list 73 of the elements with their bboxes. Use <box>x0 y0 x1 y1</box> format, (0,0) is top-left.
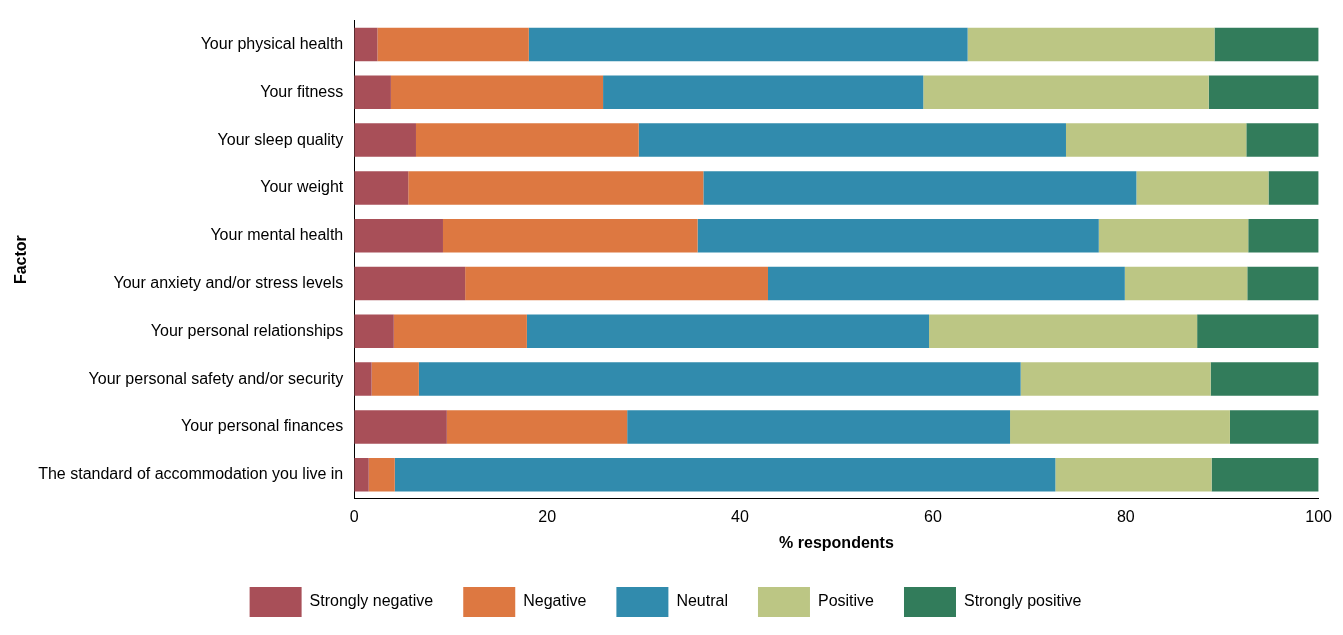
y-tick-label: Your physical health <box>200 34 344 52</box>
bar <box>354 171 409 205</box>
bar <box>371 362 419 396</box>
bar <box>1247 266 1319 301</box>
bar <box>528 27 968 62</box>
bar <box>1136 171 1269 205</box>
legend-label: Neutral <box>676 592 728 610</box>
bar <box>354 410 447 444</box>
x-tick-label: 100 <box>1305 507 1333 525</box>
y-tick-label: Your personal safety and/or security <box>88 369 344 387</box>
legend-label: Strongly negative <box>309 592 434 610</box>
bar <box>767 266 1125 301</box>
x-tick-label: 20 <box>538 507 557 525</box>
legend-label: Negative <box>523 592 587 610</box>
bar <box>418 362 1021 396</box>
bar <box>1268 171 1319 205</box>
y-tick-label: Your anxiety and/or stress levels <box>113 273 344 291</box>
y-tick-label: Your personal finances <box>181 417 344 435</box>
bar <box>393 314 527 349</box>
bar <box>603 75 924 110</box>
bar <box>1197 314 1319 349</box>
x-tick-label: 0 <box>349 507 359 525</box>
bar <box>354 314 394 349</box>
bar <box>627 410 1011 444</box>
bar <box>354 266 466 301</box>
bar <box>1055 457 1212 492</box>
bar <box>1211 457 1319 492</box>
y-tick-label: Your fitness <box>260 82 344 100</box>
x-axis-title: % respondents <box>779 533 894 551</box>
bar <box>394 457 1056 492</box>
bar <box>354 75 391 110</box>
bar <box>1246 123 1319 157</box>
y-tick-label: Your mental health <box>210 226 344 244</box>
bar <box>408 171 704 205</box>
legend-label: Positive <box>817 592 875 610</box>
bar <box>1010 410 1230 444</box>
x-tick-label: 60 <box>923 507 942 525</box>
bar <box>1248 218 1319 253</box>
bar <box>967 27 1215 62</box>
bar <box>923 75 1209 110</box>
bar <box>377 27 529 62</box>
bar <box>1208 75 1319 110</box>
bar <box>1020 362 1211 396</box>
bar <box>697 218 1099 253</box>
bar <box>703 171 1137 205</box>
bar <box>390 75 604 110</box>
bar <box>1065 123 1247 157</box>
bar <box>526 314 930 349</box>
bar <box>354 218 443 253</box>
bar <box>354 123 416 157</box>
bar <box>415 123 639 157</box>
bar <box>1098 218 1249 253</box>
x-tick-label: 80 <box>1116 507 1135 525</box>
bar <box>354 457 369 492</box>
bar <box>442 218 698 253</box>
bar <box>1124 266 1248 301</box>
y-tick-label: Your sleep quality <box>217 130 344 148</box>
y-tick-label: Your weight <box>260 178 344 196</box>
bar <box>354 27 378 62</box>
bar <box>929 314 1198 349</box>
bar <box>368 457 395 492</box>
legend-label: Strongly positive <box>964 592 1082 610</box>
bar <box>354 362 372 396</box>
bar <box>1210 362 1319 396</box>
y-tick-label: Your personal relationships <box>150 321 344 339</box>
y-tick-label: The standard of accommodation you live in <box>38 465 344 483</box>
bar <box>638 123 1066 157</box>
bar <box>1229 410 1319 444</box>
bar <box>446 410 628 444</box>
bar <box>1214 27 1319 62</box>
y-axis-title: Factor <box>12 235 30 285</box>
x-tick-label: 40 <box>731 507 750 525</box>
bar <box>465 266 768 301</box>
